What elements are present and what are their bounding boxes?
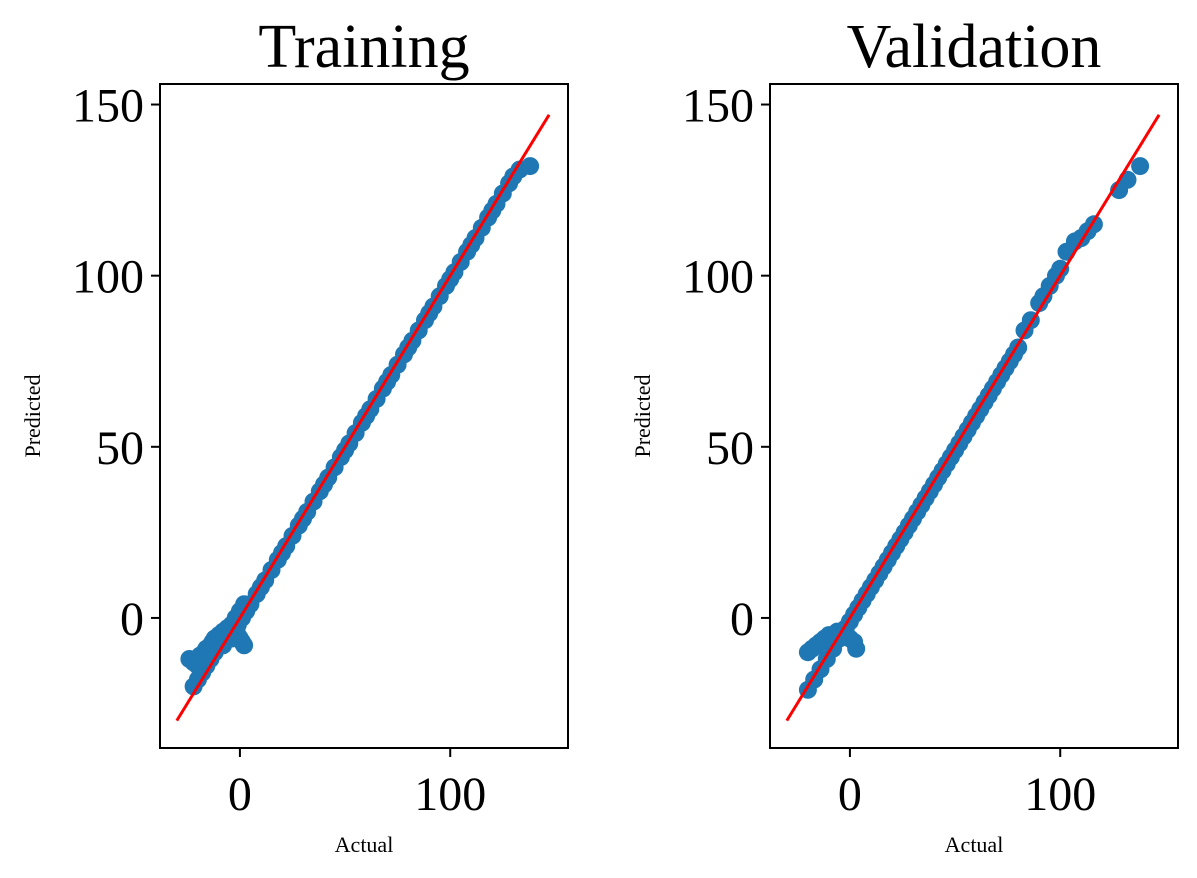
- x-tick-label: 0: [838, 768, 862, 821]
- scatter-point: [222, 629, 241, 648]
- plot-frame: [159, 83, 569, 749]
- chart-title: Validation: [847, 13, 1102, 81]
- y-axis: 0 50 100 150: [72, 80, 160, 646]
- y-tick-label: 100: [682, 251, 754, 304]
- scatter-point: [1118, 170, 1137, 189]
- y-tick-label: 50: [96, 422, 144, 475]
- x-axis: 0 100: [838, 748, 1096, 821]
- y-tick-label: 0: [120, 593, 144, 646]
- panel-training: Training 0 50 100 150 0 100 Actual Predicted: [20, 13, 569, 857]
- y-axis-label: Predicted: [20, 374, 45, 457]
- scatter-point: [1131, 157, 1150, 176]
- reference-line: [785, 114, 1161, 722]
- y-axis-label: Predicted: [630, 374, 655, 457]
- reference-line: [175, 114, 551, 722]
- x-tick-label: 100: [414, 768, 486, 821]
- y-tick-label: 50: [706, 422, 754, 475]
- scatter-points: [180, 157, 540, 696]
- y-tick-label: 150: [682, 80, 754, 133]
- scatter-points: [798, 157, 1150, 699]
- y-tick-label: 150: [72, 80, 144, 133]
- x-axis-label: Actual: [945, 832, 1004, 857]
- scatter-point: [1051, 259, 1070, 278]
- y-tick-label: 100: [72, 251, 144, 304]
- x-axis-label: Actual: [335, 832, 394, 857]
- scatter-point: [521, 157, 540, 176]
- x-axis: 0 100: [228, 748, 486, 821]
- x-tick-label: 0: [228, 768, 252, 821]
- y-tick-label: 0: [730, 593, 754, 646]
- panel-validation: Validation 0 50 100 150 0 100 Actual Predict…: [630, 13, 1179, 857]
- chart-title: Training: [258, 13, 469, 81]
- scatter-point: [847, 639, 866, 658]
- x-tick-label: 100: [1024, 768, 1096, 821]
- y-axis: 0 50 100 150: [682, 80, 770, 646]
- plot-frame: [769, 83, 1179, 749]
